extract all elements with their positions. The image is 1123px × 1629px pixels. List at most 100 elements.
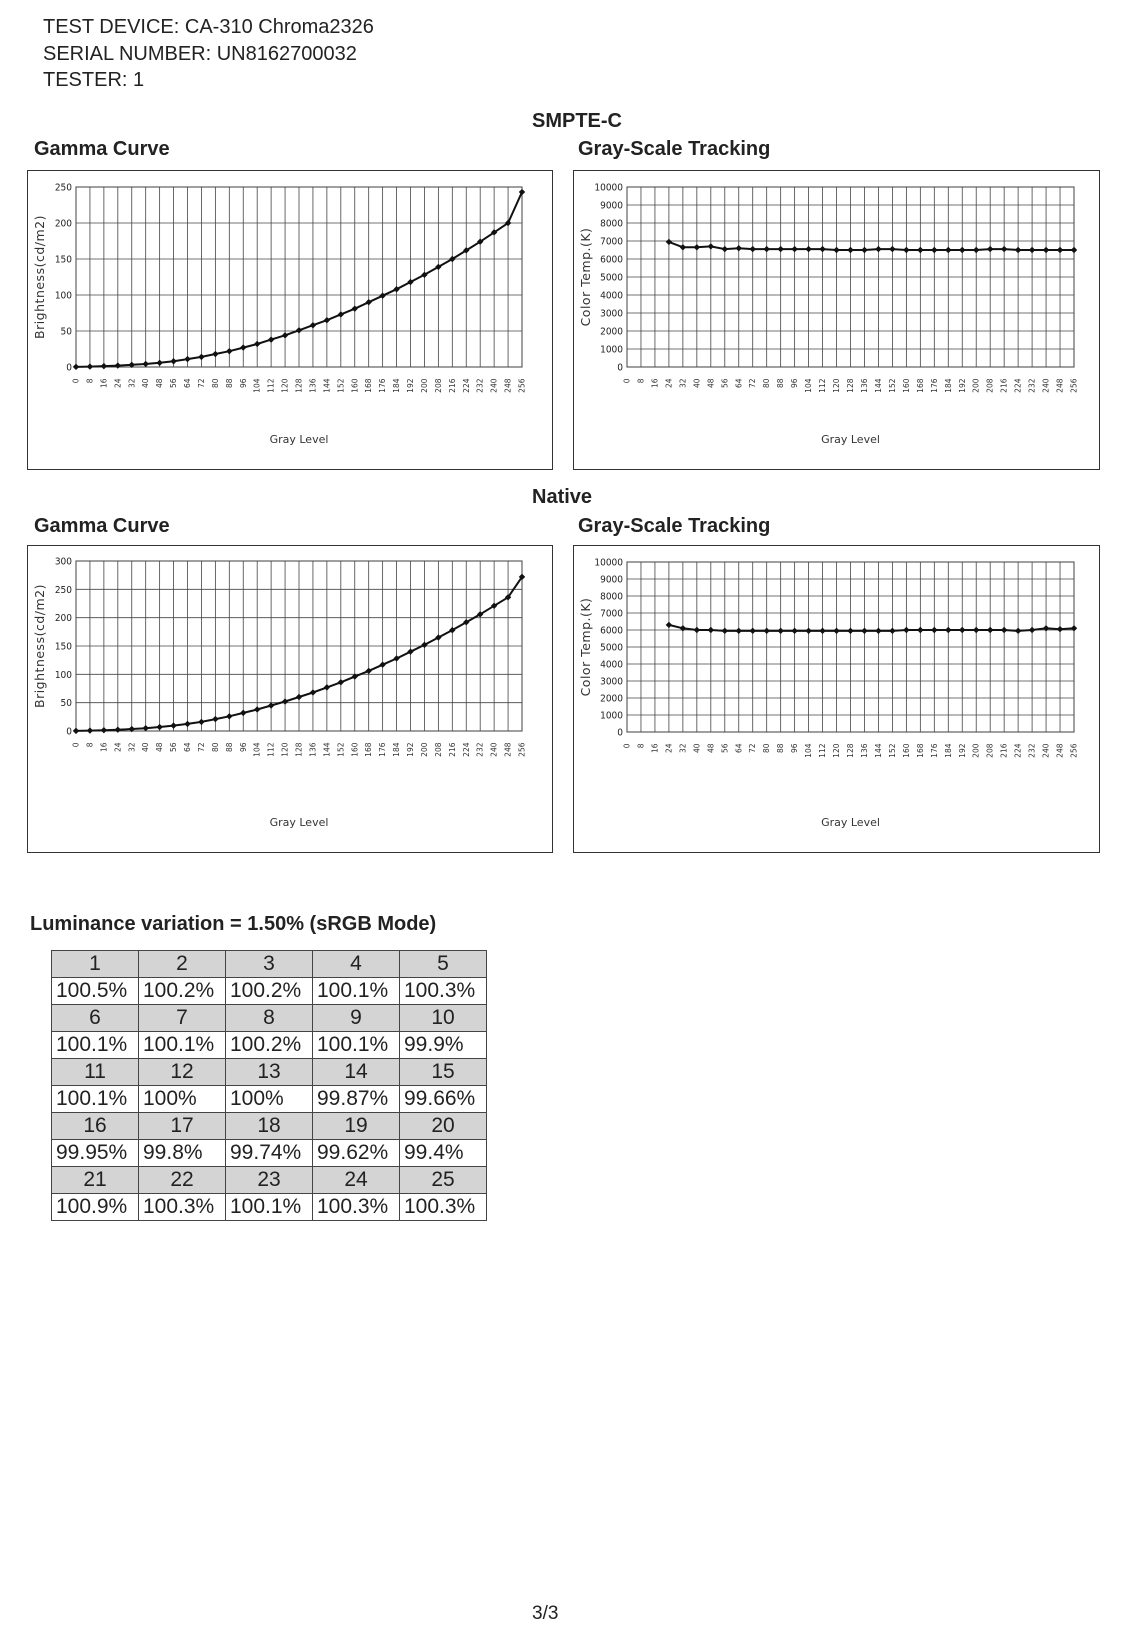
x-tick-label: 96 bbox=[790, 743, 799, 753]
data-point bbox=[945, 626, 952, 634]
y-tick-label: 1000 bbox=[600, 345, 623, 356]
lum-cell-number: 22 bbox=[138, 1166, 226, 1194]
x-tick-label: 248 bbox=[504, 378, 513, 393]
x-tick-label: 184 bbox=[944, 378, 953, 393]
data-point bbox=[1000, 245, 1008, 253]
x-tick-label: 144 bbox=[874, 378, 883, 393]
x-tick-label: 32 bbox=[127, 378, 136, 388]
data-point bbox=[1028, 626, 1036, 634]
data-point bbox=[142, 360, 149, 368]
x-tick-label: 104 bbox=[253, 742, 262, 757]
x-tick-label: 144 bbox=[874, 743, 883, 758]
x-tick-label: 168 bbox=[364, 378, 373, 393]
data-point bbox=[253, 706, 261, 713]
x-tick-label: 56 bbox=[720, 378, 729, 388]
data-point bbox=[490, 229, 498, 236]
chart-title-tracking-smpte: Gray-Scale Tracking bbox=[578, 138, 771, 160]
lum-cell-number: 1 bbox=[51, 950, 139, 978]
lum-cell-value: 100.2% bbox=[138, 977, 226, 1005]
x-tick-label: 112 bbox=[818, 743, 827, 758]
data-point bbox=[309, 689, 317, 696]
data-point bbox=[337, 311, 345, 318]
lum-cell-value: 100% bbox=[225, 1085, 313, 1113]
lum-cell-number: 11 bbox=[51, 1058, 139, 1086]
y-tick-label: 200 bbox=[55, 613, 72, 624]
chart-title-gamma-native: Gamma Curve bbox=[34, 515, 170, 537]
data-point bbox=[100, 727, 108, 734]
x-tick-label: 248 bbox=[1056, 378, 1065, 393]
x-tick-label: 64 bbox=[183, 378, 192, 388]
lum-cell-value: 100.1% bbox=[138, 1031, 226, 1059]
x-tick-label: 72 bbox=[748, 378, 757, 388]
x-tick-label: 232 bbox=[476, 742, 485, 757]
data-point bbox=[847, 246, 854, 254]
y-tick-label: 8000 bbox=[600, 592, 623, 603]
y-tick-label: 4000 bbox=[600, 291, 623, 302]
data-point bbox=[889, 245, 896, 253]
y-tick-label: 6000 bbox=[600, 626, 623, 637]
lum-number-row: 16 17 18 19 20 bbox=[51, 1112, 487, 1140]
x-tick-label: 160 bbox=[350, 742, 359, 757]
lum-cell-number: 6 bbox=[51, 1004, 139, 1032]
x-tick-label: 152 bbox=[336, 742, 345, 757]
x-tick-label: 128 bbox=[295, 742, 304, 757]
x-tick-label: 8 bbox=[85, 742, 94, 747]
lum-cell-value: 100.9% bbox=[51, 1193, 139, 1221]
data-point bbox=[504, 594, 512, 601]
data-point bbox=[959, 626, 966, 634]
data-point bbox=[1014, 627, 1022, 635]
x-tick-label: 192 bbox=[406, 378, 415, 393]
data-point bbox=[281, 698, 289, 705]
data-point bbox=[156, 359, 163, 367]
data-point bbox=[114, 362, 122, 369]
x-tick-label: 136 bbox=[308, 742, 317, 757]
x-tick-label: 200 bbox=[972, 378, 981, 393]
x-tick-label: 184 bbox=[392, 742, 401, 757]
x-tick-label: 24 bbox=[113, 378, 122, 388]
y-tick-label: 3000 bbox=[600, 677, 623, 688]
x-tick-label: 8 bbox=[85, 378, 94, 383]
data-point bbox=[365, 667, 372, 675]
data-point bbox=[819, 245, 826, 253]
x-tick-label: 72 bbox=[197, 742, 206, 752]
x-tick-label: 120 bbox=[281, 378, 290, 393]
y-tick-label: 0 bbox=[617, 728, 623, 739]
x-tick-label: 104 bbox=[804, 378, 813, 393]
y-tick-label: 100 bbox=[55, 291, 72, 302]
x-tick-label: 0 bbox=[72, 742, 81, 747]
x-tick-label: 224 bbox=[462, 742, 471, 757]
data-point bbox=[379, 292, 386, 299]
lum-cell-number: 5 bbox=[399, 950, 487, 978]
y-axis-label: Color Temp.(K) bbox=[578, 598, 593, 697]
x-tick-label: 16 bbox=[99, 742, 108, 752]
tester-line: TESTER: 1 bbox=[43, 69, 145, 91]
y-tick-label: 50 bbox=[61, 698, 73, 709]
lum-cell-number: 4 bbox=[312, 950, 400, 978]
x-tick-label: 176 bbox=[930, 378, 939, 393]
data-point bbox=[421, 271, 428, 279]
y-tick-label: 9000 bbox=[600, 575, 623, 586]
x-tick-label: 200 bbox=[420, 742, 429, 757]
gamma-chart-native: 0 50 100 150 200 250 300 0 8 16 24 32 40 48 56 64 72 80 88… bbox=[27, 545, 553, 853]
data-point bbox=[1056, 246, 1064, 254]
x-tick-label: 112 bbox=[267, 742, 276, 757]
y-tick-label: 300 bbox=[55, 557, 72, 568]
lum-cell-number: 25 bbox=[399, 1166, 487, 1194]
y-tick-label: 4000 bbox=[600, 660, 623, 671]
lum-cell-value: 99.66% bbox=[399, 1085, 487, 1113]
x-tick-label: 112 bbox=[818, 378, 827, 393]
lum-cell-value: 99.87% bbox=[312, 1085, 400, 1113]
data-point bbox=[721, 245, 728, 253]
lum-cell-value: 99.62% bbox=[312, 1139, 400, 1167]
data-point bbox=[184, 355, 191, 363]
x-tick-label: 224 bbox=[462, 378, 471, 393]
data-point bbox=[128, 725, 135, 733]
x-axis-label: Gray Level bbox=[270, 433, 329, 446]
x-tick-label: 56 bbox=[169, 378, 178, 388]
page-number: 3/3 bbox=[532, 1603, 559, 1624]
data-point bbox=[777, 245, 784, 253]
data-point bbox=[114, 726, 122, 733]
data-point bbox=[833, 246, 840, 254]
data-point bbox=[861, 627, 868, 635]
